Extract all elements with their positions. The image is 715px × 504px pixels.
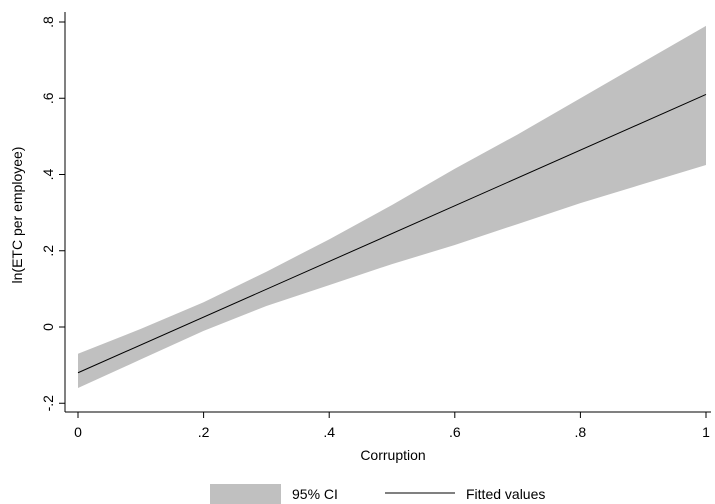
y-tick-label: .6	[40, 92, 56, 104]
y-tick-label: -.2	[40, 395, 56, 412]
ticks: 0 .2 .4 .6 .8 1 -.2 0 .2 .4 .6 .8	[40, 16, 710, 440]
y-tick-label: .2	[40, 245, 56, 257]
x-tick-label: 1	[702, 424, 710, 440]
y-axis-title: ln(ETC per employee)	[9, 147, 25, 284]
x-tick-label: 0	[74, 424, 82, 440]
legend-label-ci: 95% CI	[292, 486, 338, 502]
legend: 95% CI Fitted values	[210, 484, 545, 504]
x-axis-title: Corruption	[360, 447, 425, 463]
y-tick-label: .8	[40, 16, 56, 28]
x-tick-label: .8	[575, 424, 587, 440]
x-tick-label: .6	[449, 424, 461, 440]
ci-band-layer	[78, 25, 706, 388]
legend-label-fitted: Fitted values	[466, 486, 545, 502]
x-tick-label: .4	[323, 424, 335, 440]
x-tick-label: .2	[198, 424, 210, 440]
y-tick-label: .4	[40, 168, 56, 180]
axes	[64, 12, 711, 413]
ci-band	[78, 25, 706, 388]
y-tick-label: 0	[40, 323, 56, 331]
legend-swatch-ci	[210, 484, 281, 504]
fitted-line-layer	[77, 93, 707, 374]
fitted-line	[77, 93, 707, 374]
